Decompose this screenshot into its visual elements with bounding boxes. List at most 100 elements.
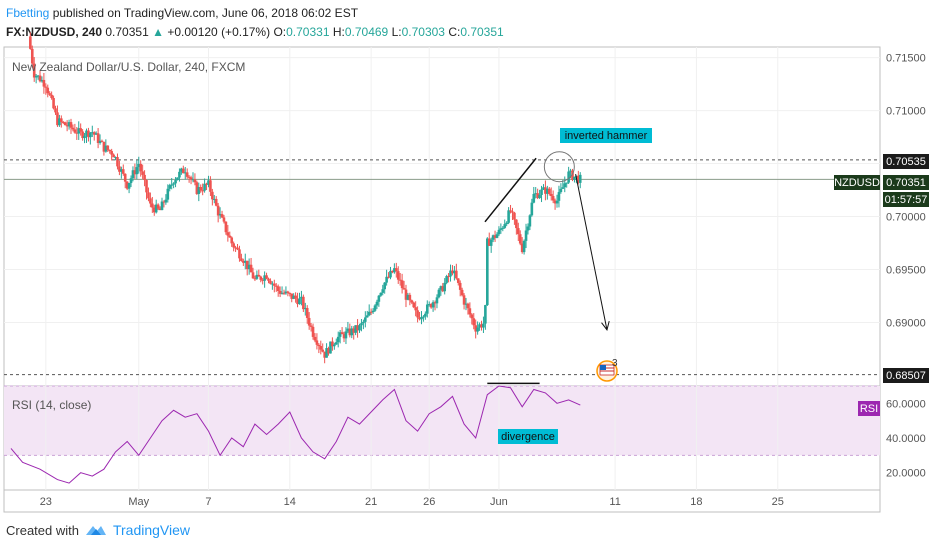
candle-down xyxy=(331,341,334,347)
economic-events-icon[interactable] xyxy=(596,360,618,382)
candle-down xyxy=(182,168,185,174)
candle-down xyxy=(288,292,292,294)
candle-up xyxy=(350,328,354,336)
divergence-label: divergence xyxy=(501,431,555,443)
tradingview-link[interactable]: TradingView xyxy=(112,522,191,538)
candle-up xyxy=(482,323,485,328)
candle-up xyxy=(364,317,367,322)
candle-up xyxy=(160,201,164,211)
candle-up xyxy=(453,270,456,274)
candle-down xyxy=(253,278,257,280)
candle-up xyxy=(360,323,363,326)
candle-up xyxy=(58,118,61,126)
candle-down xyxy=(242,260,245,263)
rsi-badge xyxy=(858,401,880,416)
candle-up xyxy=(346,328,350,332)
candle-up xyxy=(497,229,501,235)
rsi-tick-label: 40.0000 xyxy=(886,433,926,445)
candle-up xyxy=(135,167,139,175)
candle-up xyxy=(104,145,108,152)
candle-down xyxy=(199,186,203,191)
candle-up xyxy=(354,325,357,333)
candle-down xyxy=(466,303,470,309)
candle-down xyxy=(151,203,154,208)
candle-up xyxy=(427,304,431,306)
candle-down xyxy=(30,48,34,64)
candle-up xyxy=(445,276,448,283)
candle-down xyxy=(54,108,57,113)
candle-up xyxy=(499,228,503,230)
candle-down xyxy=(267,278,270,281)
candle-down xyxy=(511,211,514,213)
candle-up xyxy=(191,179,195,181)
candle-up xyxy=(503,224,507,228)
hammer-label-box[interactable] xyxy=(560,128,652,143)
candle-up xyxy=(540,189,543,195)
candle-up xyxy=(522,240,526,253)
candle-down xyxy=(456,278,460,283)
candle-down xyxy=(149,198,152,204)
candle-down xyxy=(232,243,235,248)
candle-down xyxy=(193,179,197,183)
candle-up xyxy=(559,188,563,193)
candle-up xyxy=(495,234,499,238)
candle-up xyxy=(491,235,495,240)
candle-up xyxy=(298,298,301,305)
candle-up xyxy=(528,215,532,227)
candle-down xyxy=(185,172,189,177)
candle-up xyxy=(36,75,40,77)
candle-down xyxy=(294,295,297,299)
candle-down xyxy=(544,187,547,194)
candle-down xyxy=(71,127,75,130)
candle-down xyxy=(278,290,282,294)
candle-down xyxy=(61,121,65,123)
candle-down xyxy=(52,97,55,109)
candle-down xyxy=(547,188,551,194)
candle-down xyxy=(259,276,263,280)
candle-up xyxy=(77,128,81,134)
low-value: 0.70303 xyxy=(401,25,445,39)
current-price-badge xyxy=(883,175,929,190)
symbol-tag xyxy=(834,175,880,190)
divergence-label-box[interactable] xyxy=(498,429,558,444)
level-low-badge xyxy=(883,368,929,383)
candle-down xyxy=(224,221,228,233)
candle-down xyxy=(274,285,278,287)
candle-down xyxy=(240,258,243,261)
time-tick-label: 21 xyxy=(365,496,377,508)
candle-down xyxy=(447,276,450,278)
candle-up xyxy=(154,204,158,213)
candle-up xyxy=(98,140,102,143)
candle-up xyxy=(164,199,168,203)
candle-down xyxy=(551,196,555,201)
candle-up xyxy=(573,176,576,180)
candle-up xyxy=(484,305,487,324)
candle-up xyxy=(120,169,123,172)
author-link[interactable]: Fbetting xyxy=(6,6,50,20)
candle-up xyxy=(255,274,259,279)
candle-up xyxy=(365,315,369,318)
candle-up xyxy=(437,289,441,298)
candle-up xyxy=(377,295,381,302)
candle-down xyxy=(112,154,115,158)
candle-down xyxy=(60,118,63,122)
candle-down xyxy=(340,332,344,335)
candle-down xyxy=(408,294,412,301)
candle-up xyxy=(362,321,365,324)
price-tick-label: 0.70000 xyxy=(886,212,926,224)
candle-down xyxy=(187,176,191,178)
level-low-value: 0.68507 xyxy=(886,370,926,382)
time-tick-label: Jun xyxy=(490,496,508,508)
candle-up xyxy=(464,303,468,305)
candle-up xyxy=(532,193,536,203)
candle-down xyxy=(96,133,100,143)
candle-down xyxy=(230,237,234,244)
countdown-value: 01:57:57 xyxy=(885,194,928,206)
candle-up xyxy=(325,348,328,358)
candle-down xyxy=(327,348,330,354)
candle-down xyxy=(352,328,356,333)
candle-up xyxy=(243,260,247,263)
time-tick-label: 23 xyxy=(40,496,52,508)
change-value: +0.00120 (+0.17%) xyxy=(167,25,271,39)
